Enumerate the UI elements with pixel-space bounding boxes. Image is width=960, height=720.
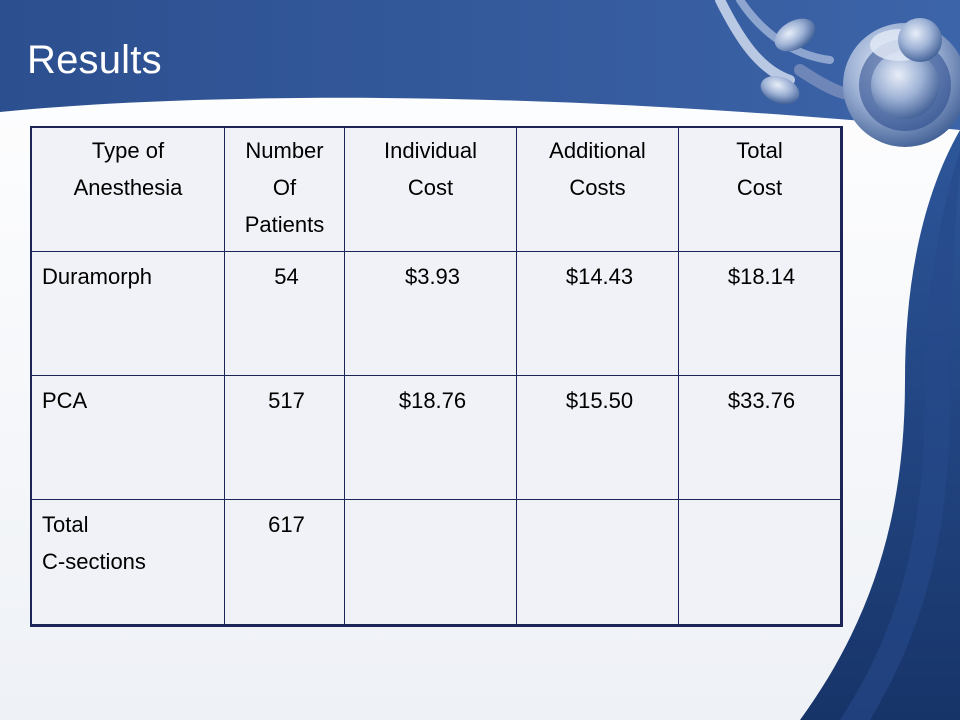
table-row: Total C-sections 617 (31, 499, 841, 625)
cell-type: Total C-sections (31, 499, 225, 625)
header-additional-costs: Additional Costs (516, 127, 679, 252)
cell-type: PCA (31, 375, 225, 500)
header-number-of-patients: Number Of Patients (224, 127, 345, 252)
table-row: PCA 517 $18.76 $15.50 $33.76 (31, 375, 841, 500)
cell-individual-cost: $3.93 (344, 251, 517, 376)
cell-patients: 54 (224, 251, 345, 376)
stethoscope-icon (715, 0, 960, 147)
header-type-of-anesthesia: Type of Anesthesia (31, 127, 225, 252)
header-total-cost: Total Cost (678, 127, 841, 252)
cell-additional-costs: $14.43 (516, 251, 679, 376)
cell-individual-cost: $18.76 (344, 375, 517, 500)
cell-individual-cost (344, 499, 517, 625)
results-table: Type of Anesthesia Number Of Patients In… (31, 127, 841, 625)
cell-patients: 617 (224, 499, 345, 625)
cell-total-cost: $18.14 (678, 251, 841, 376)
header-individual-cost: Individual Cost (344, 127, 517, 252)
slide-title: Results (27, 38, 162, 82)
cell-type: Duramorph (31, 251, 225, 376)
cell-total-cost: $33.76 (678, 375, 841, 500)
table-row: Duramorph 54 $3.93 $14.43 $18.14 (31, 251, 841, 376)
table-header-row: Type of Anesthesia Number Of Patients In… (31, 127, 841, 252)
cell-total-cost (678, 499, 841, 625)
cell-patients: 517 (224, 375, 345, 500)
cell-additional-costs (516, 499, 679, 625)
cell-additional-costs: $15.50 (516, 375, 679, 500)
